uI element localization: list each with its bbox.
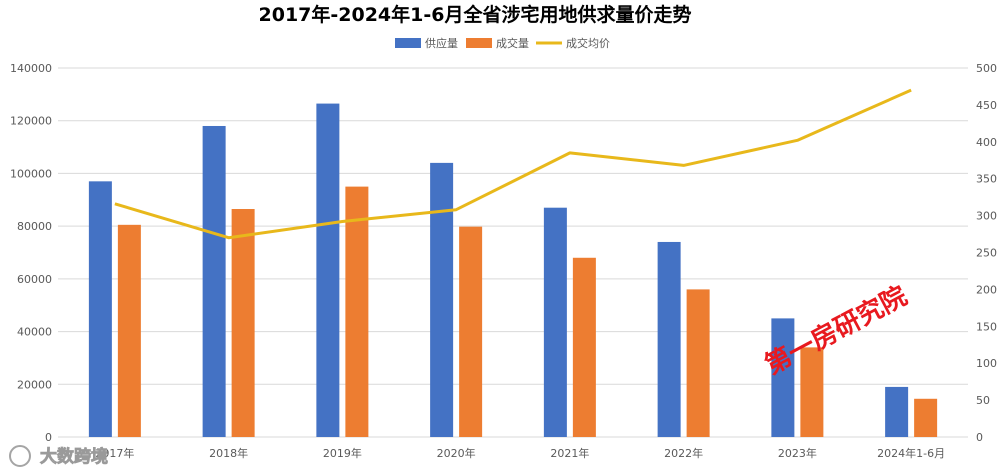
bar-deal — [117, 224, 141, 437]
left-tick-label: 140000 — [10, 62, 52, 75]
x-tick-label: 2019年 — [323, 446, 362, 460]
price-line-path — [114, 88, 912, 240]
legend-swatch-deal — [466, 38, 492, 48]
x-tick-label: 2020年 — [437, 446, 476, 460]
bars — [88, 103, 938, 437]
bar-deal — [345, 186, 369, 437]
legend-label-supply: 供应量 — [425, 36, 458, 50]
chart-title: 2017年-2024年1-6月全省涉宅用地供求量价走势 — [259, 3, 692, 26]
bar-supply — [202, 125, 226, 437]
right-tick-label: 100 — [976, 357, 997, 370]
right-tick-label: 150 — [976, 320, 997, 333]
left-tick-label: 80000 — [17, 220, 52, 233]
bar-deal — [572, 257, 596, 437]
watermark-logo-icon — [9, 445, 31, 467]
left-tick-label: 100000 — [10, 167, 52, 180]
left-tick-label: 0 — [45, 431, 52, 444]
gridlines — [58, 67, 968, 438]
legend-swatch-supply — [395, 38, 421, 48]
legend: 供应量 成交量 成交均价 — [395, 36, 610, 50]
right-tick-label: 450 — [976, 99, 997, 112]
right-tick-label: 500 — [976, 62, 997, 75]
left-tick-label: 60000 — [17, 273, 52, 286]
x-tick-label: 2018年 — [209, 446, 248, 460]
x-axis: 2017年 2018年 2019年 2020年 2021年 2022年 2023年 2024年… — [95, 446, 945, 460]
bar-supply — [316, 103, 340, 437]
bar-deal — [459, 226, 483, 437]
left-tick-label: 40000 — [17, 326, 52, 339]
right-tick-label: 250 — [976, 247, 997, 260]
bar-supply — [88, 181, 112, 437]
right-tick-label: 350 — [976, 173, 997, 186]
left-tick-label: 20000 — [17, 378, 52, 391]
x-tick-label: 2017年 — [95, 446, 134, 460]
bar-supply — [543, 207, 567, 437]
watermark-logo: 大数跨境 — [9, 445, 108, 467]
bar-supply — [430, 162, 454, 437]
bar-supply — [771, 318, 795, 437]
left-tick-label: 120000 — [10, 115, 52, 128]
x-tick-label: 2021年 — [550, 446, 589, 460]
right-tick-label: 400 — [976, 136, 997, 149]
price-line — [114, 88, 912, 240]
watermark-logo-text: 大数跨境 — [40, 446, 108, 467]
bar-deal — [231, 209, 255, 437]
left-axis: 0 20000 40000 60000 80000 100000 120000 140000 — [10, 62, 52, 444]
legend-label-price: 成交均价 — [566, 36, 610, 50]
right-tick-label: 200 — [976, 283, 997, 296]
bar-deal — [914, 398, 938, 437]
bar-deal — [800, 347, 824, 437]
right-tick-label: 50 — [976, 394, 990, 407]
x-tick-label: 2024年1-6月 — [877, 446, 945, 460]
right-tick-label: 0 — [976, 431, 983, 444]
right-tick-label: 300 — [976, 210, 997, 223]
x-tick-label: 2023年 — [778, 446, 817, 460]
x-tick-label: 2022年 — [664, 446, 703, 460]
right-axis: 0 50 100 150 200 250 300 350 400 450 500 — [976, 62, 997, 444]
legend-label-deal: 成交量 — [496, 36, 529, 50]
bar-supply — [657, 241, 681, 437]
bar-supply — [885, 386, 909, 437]
bar-deal — [686, 289, 710, 437]
